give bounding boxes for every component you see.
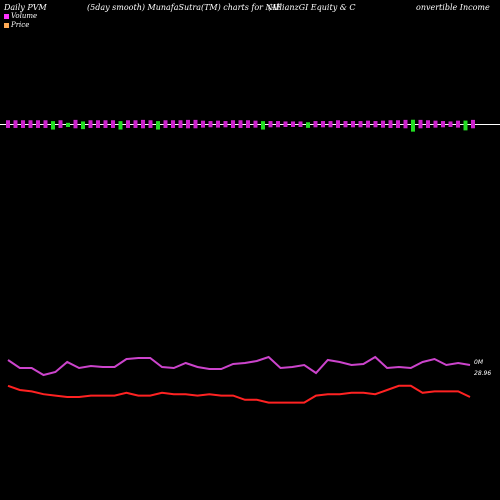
volume-bar bbox=[336, 120, 340, 128]
volume-bar bbox=[418, 119, 423, 129]
volume-bar bbox=[238, 120, 243, 128]
volume-bar bbox=[373, 121, 378, 128]
volume-bar bbox=[223, 121, 228, 128]
volume-bar bbox=[178, 120, 183, 128]
volume-bar bbox=[306, 122, 310, 128]
volume-bar bbox=[216, 120, 220, 128]
volume-bar bbox=[208, 121, 213, 128]
volume-bar bbox=[246, 120, 250, 128]
volume-bar bbox=[358, 121, 363, 128]
volume-bar bbox=[13, 120, 18, 128]
volume-bar bbox=[351, 121, 355, 128]
volume-bar bbox=[66, 122, 70, 128]
volume-bar bbox=[448, 121, 453, 128]
volume-bar bbox=[253, 120, 258, 128]
volume-bar bbox=[126, 120, 130, 128]
volume-bar bbox=[433, 120, 438, 128]
volume-bar bbox=[133, 120, 138, 128]
volume-bar bbox=[366, 120, 370, 128]
legend-price-label: Price bbox=[11, 21, 30, 29]
volume-axis-label: 0M bbox=[474, 359, 484, 366]
volume-bar bbox=[463, 120, 468, 131]
chart-title-company: (AllianzGI Equity & C bbox=[268, 3, 356, 12]
volume-bar bbox=[403, 119, 408, 129]
volume-bar bbox=[276, 121, 280, 128]
volume-bar bbox=[328, 121, 333, 128]
price-line bbox=[7, 384, 471, 404]
volume-bar bbox=[456, 120, 460, 128]
legend-price: Price bbox=[4, 21, 37, 30]
volume-bar bbox=[141, 119, 145, 129]
legend-volume-label: Volume bbox=[11, 12, 38, 20]
volume-bar bbox=[381, 120, 385, 128]
chart-title-company-cont: onvertible Income bbox=[416, 3, 490, 12]
volume-bar bbox=[163, 120, 168, 128]
volume-bar bbox=[28, 120, 33, 128]
legend: Volume Price bbox=[4, 12, 37, 30]
volume-bar bbox=[291, 121, 295, 128]
volume-bar bbox=[118, 121, 123, 130]
volume-bar bbox=[156, 121, 160, 130]
volume-bar bbox=[58, 120, 63, 128]
volume-bar bbox=[111, 120, 115, 128]
volume-bar bbox=[43, 120, 48, 128]
volume-bar bbox=[186, 119, 190, 129]
volume-bar bbox=[21, 120, 25, 128]
volume-bar bbox=[103, 120, 108, 128]
volume-bar bbox=[426, 120, 430, 128]
volume-bar bbox=[268, 121, 273, 128]
legend-price-swatch bbox=[4, 23, 9, 28]
volume-bar bbox=[261, 121, 265, 130]
volume-bar bbox=[388, 120, 393, 128]
legend-volume-swatch bbox=[4, 14, 9, 19]
legend-volume: Volume bbox=[4, 12, 37, 21]
volume-bar bbox=[471, 119, 475, 129]
volume-bar bbox=[73, 119, 78, 129]
volume-bars bbox=[6, 119, 475, 132]
volume-bar bbox=[343, 121, 348, 128]
volume-bar bbox=[148, 120, 153, 128]
volume-bar bbox=[6, 120, 10, 128]
volume-bar bbox=[193, 119, 198, 129]
volume-bar bbox=[411, 119, 415, 132]
volume-bar bbox=[313, 121, 318, 128]
volume-bar bbox=[231, 120, 235, 128]
volume-bar bbox=[321, 121, 325, 128]
volume-bar bbox=[51, 121, 55, 130]
volume-bar bbox=[283, 121, 288, 128]
volume-bar bbox=[298, 121, 303, 128]
price-axis-label: 28.96 bbox=[474, 370, 491, 377]
chart-title-left: Daily PVM bbox=[4, 3, 47, 12]
volume-bar bbox=[396, 120, 400, 128]
pvm-line bbox=[7, 355, 471, 377]
volume-bar bbox=[201, 120, 205, 128]
volume-bar bbox=[36, 120, 40, 128]
volume-bar bbox=[171, 120, 175, 128]
volume-bar bbox=[441, 121, 445, 128]
volume-bar bbox=[96, 120, 100, 128]
volume-bar bbox=[88, 120, 93, 128]
chart-title-smooth: (5day smooth) MunafaSutra(TM) charts for… bbox=[87, 3, 282, 12]
volume-bar bbox=[81, 121, 85, 130]
